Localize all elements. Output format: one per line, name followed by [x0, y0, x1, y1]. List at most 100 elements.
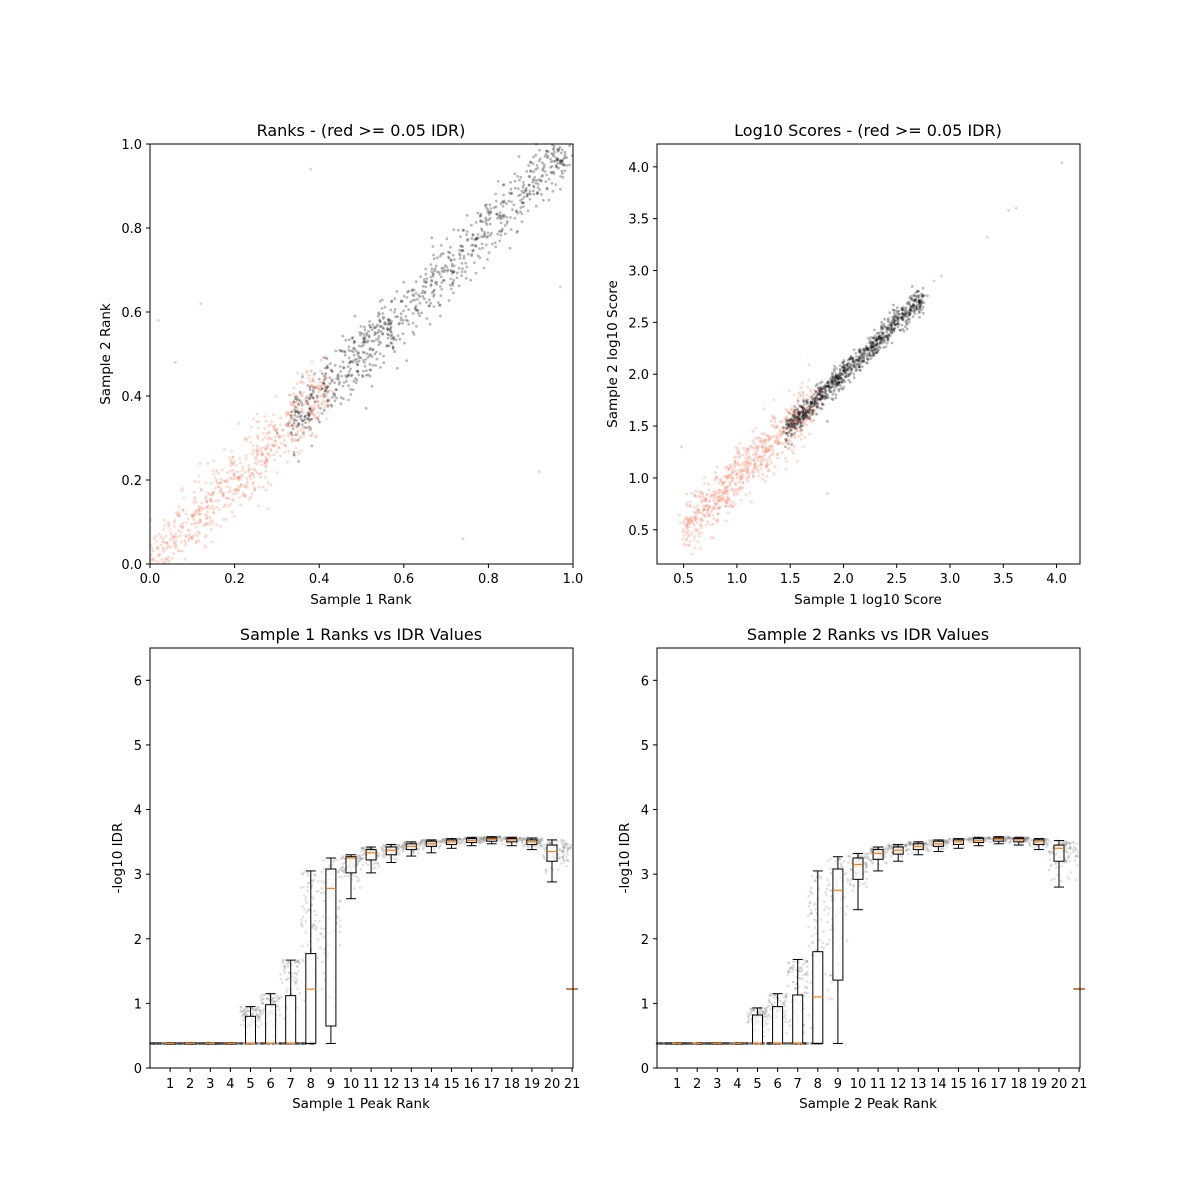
sample1-point	[262, 997, 265, 1000]
ranks-point	[307, 411, 310, 415]
scores-point	[800, 406, 804, 409]
scores-point	[916, 289, 920, 293]
ranks-point	[414, 308, 418, 312]
ranks-point	[355, 357, 358, 361]
scores-point	[800, 409, 804, 413]
scores-point	[796, 418, 800, 422]
ranks-point	[244, 454, 248, 458]
scores-point	[879, 340, 883, 343]
ranks-point	[311, 377, 315, 381]
ranks-point	[310, 411, 313, 415]
ranks-point	[273, 428, 277, 432]
scores-point	[689, 521, 692, 524]
scores-point	[791, 451, 795, 455]
scores-point	[793, 416, 797, 420]
scores-point	[898, 328, 902, 332]
scores-point	[790, 422, 793, 426]
ranks-point	[309, 394, 313, 397]
scores-point	[892, 327, 896, 331]
ranks-point	[439, 254, 442, 258]
scores-point	[880, 326, 883, 329]
ranks-point	[532, 184, 535, 188]
scores-point	[704, 496, 707, 500]
scores-point	[729, 473, 732, 477]
scores-point	[863, 347, 866, 351]
scores-point	[724, 500, 728, 504]
scores-point	[876, 343, 880, 347]
ranks-point	[289, 410, 293, 414]
ranks-point	[349, 360, 352, 363]
ranks-point	[450, 264, 454, 268]
ranks-point	[245, 477, 249, 480]
ranks-point	[293, 419, 296, 423]
scores-point	[899, 316, 903, 319]
ranks-point	[390, 299, 393, 303]
ranks-point	[469, 278, 473, 282]
sample1-point	[318, 946, 322, 949]
ranks-point	[547, 177, 551, 181]
scores-point	[769, 444, 772, 448]
sample1-point	[323, 947, 326, 951]
ranks-point	[151, 558, 155, 562]
sample1-point	[412, 851, 415, 855]
ranks-point	[349, 393, 353, 396]
ranks-point	[502, 193, 505, 197]
scores-point	[840, 371, 844, 375]
ranks-point	[486, 231, 490, 235]
ranks-point	[545, 173, 549, 177]
ranks-point	[368, 374, 372, 378]
scores-point	[685, 522, 689, 526]
sample1-point	[321, 987, 324, 991]
scores-point	[869, 357, 873, 360]
ranks-point	[251, 480, 255, 484]
ranks-point	[302, 381, 306, 385]
ranks-point	[204, 546, 208, 549]
scores-point	[801, 394, 805, 397]
ranks-point	[300, 407, 304, 411]
scores-point	[713, 506, 717, 510]
ranks-point	[467, 252, 470, 256]
ranks-point	[226, 497, 230, 501]
ranks-point	[327, 397, 331, 401]
sample1-point	[347, 875, 350, 878]
scores-point	[784, 431, 788, 435]
sample1-point	[313, 910, 317, 913]
ranks-point	[413, 298, 417, 302]
scores-point	[735, 462, 738, 466]
scores-point	[688, 522, 692, 526]
sample1-point	[279, 977, 283, 981]
scores-point	[840, 380, 844, 383]
scores-point	[848, 357, 851, 361]
scores-point	[714, 519, 718, 522]
scores-point	[871, 341, 875, 345]
scores-point	[711, 495, 715, 499]
ranks-point	[249, 477, 253, 481]
scores-point	[796, 421, 799, 425]
scores-point	[717, 512, 720, 516]
ranks-point	[328, 376, 332, 380]
scores-point	[875, 346, 879, 350]
scores-point	[711, 505, 715, 509]
scores-point	[858, 368, 861, 372]
ranks-point	[562, 157, 566, 161]
scores-point	[736, 461, 740, 464]
scores-point	[754, 452, 757, 456]
ranks-point	[231, 462, 235, 466]
ranks-point	[418, 314, 421, 317]
scores-xlabel: Sample 1 log10 Score	[794, 592, 942, 608]
scores-point	[795, 427, 798, 430]
scores-point	[748, 464, 751, 467]
scores-point	[804, 411, 807, 415]
ranks-point	[197, 539, 201, 543]
ranks-point	[537, 159, 541, 163]
ranks-point	[538, 157, 542, 161]
ranks-point	[557, 147, 561, 151]
scores-point	[842, 368, 846, 372]
ranks-point	[266, 452, 270, 456]
scores-point	[728, 465, 732, 468]
sample1-point	[301, 915, 305, 918]
sample1-point	[256, 1018, 259, 1021]
scores-point	[821, 387, 824, 391]
scores-point	[869, 353, 872, 357]
ranks-point	[299, 428, 303, 432]
